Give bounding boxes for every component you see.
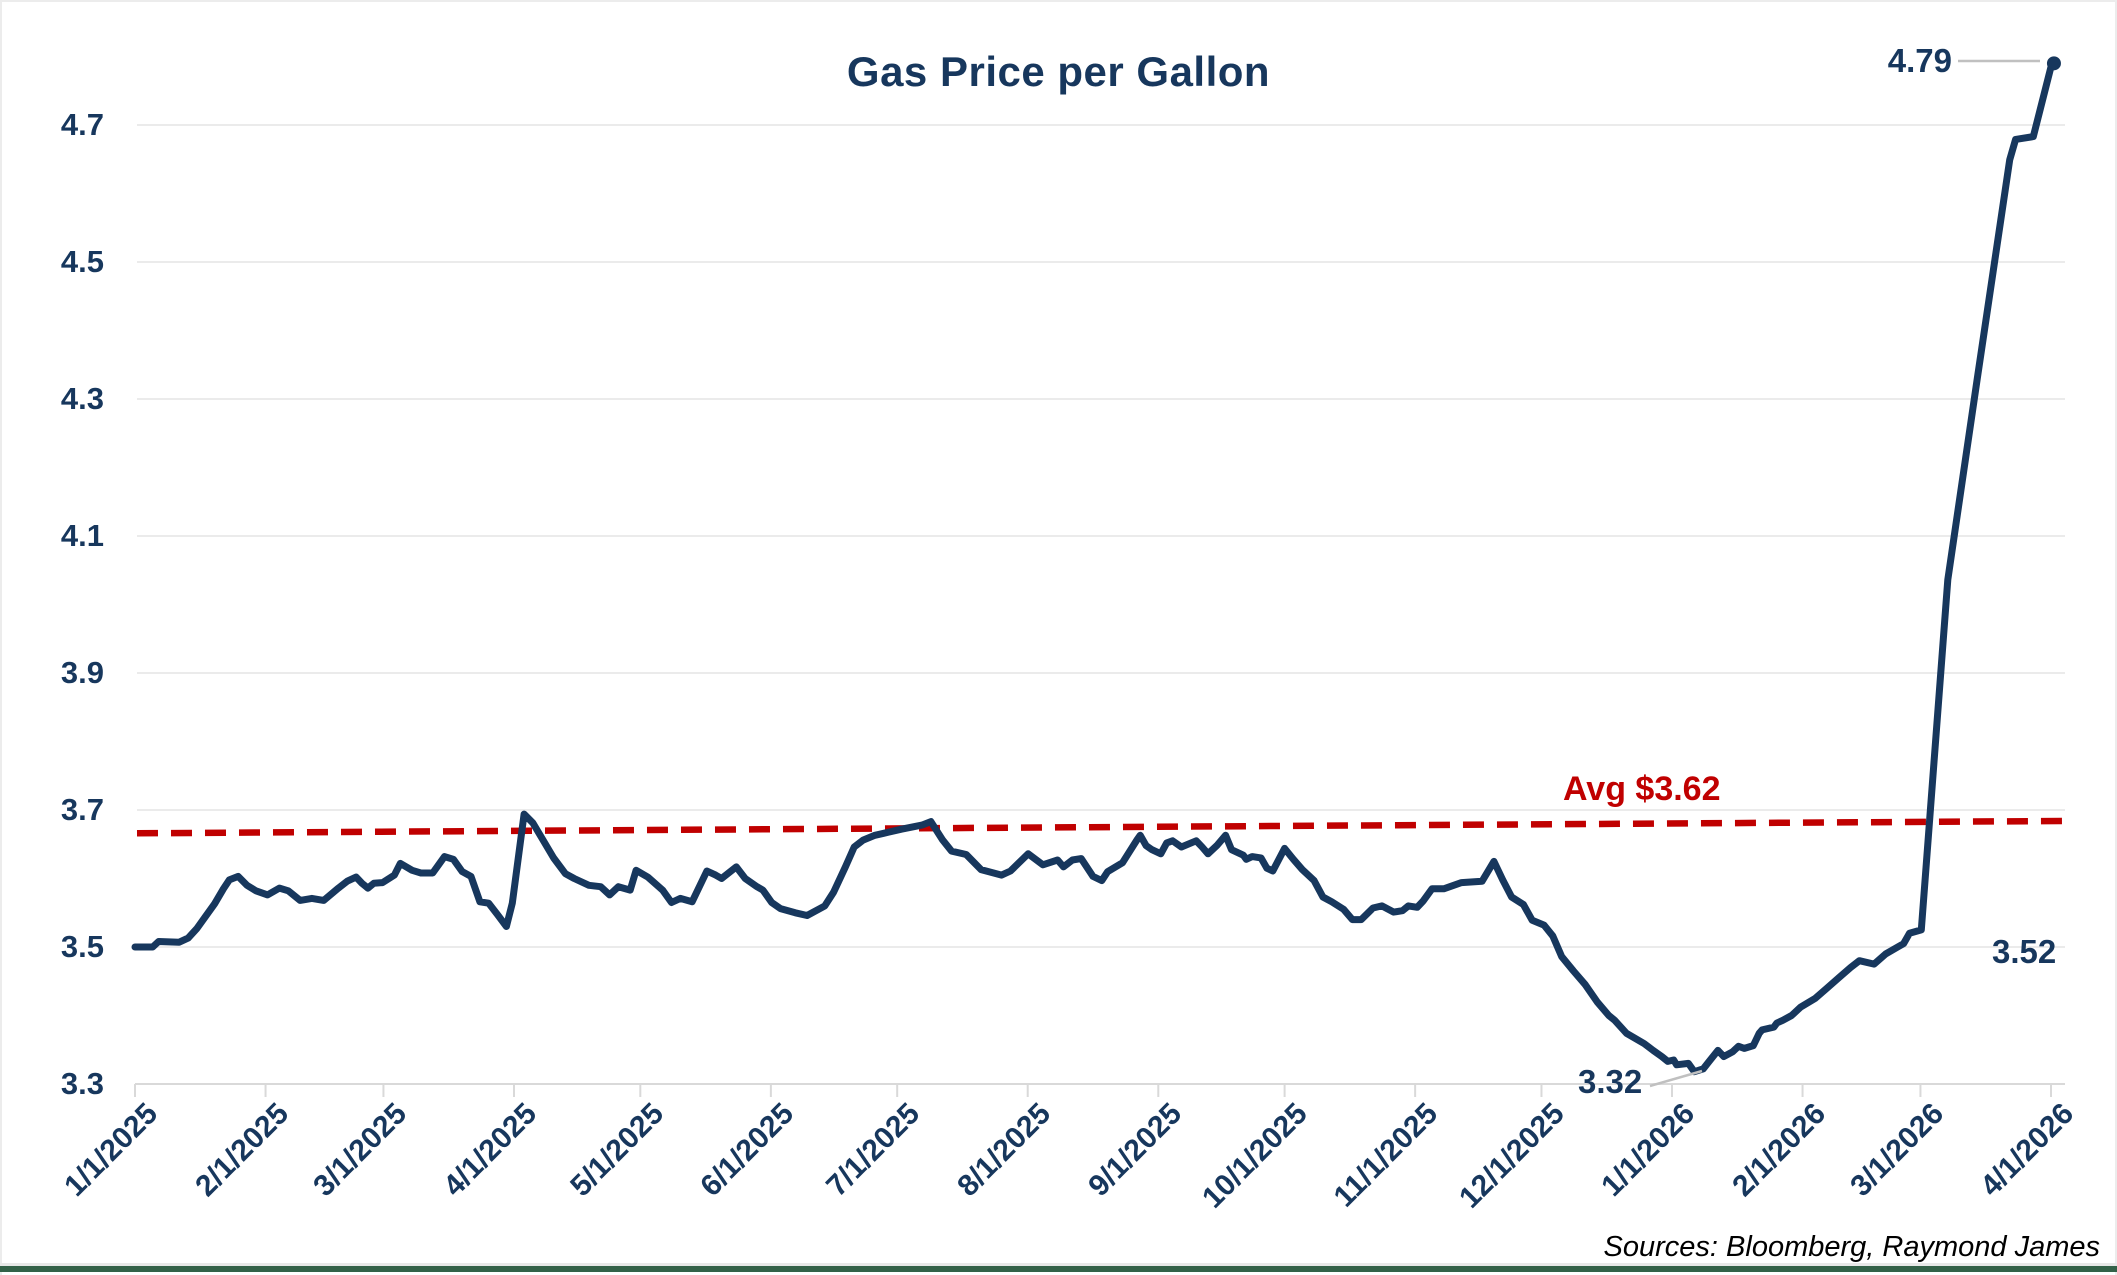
y-axis-label-3.3: 3.3 [60,1066,104,1101]
gas-price-series-polyline [131,59,2058,1076]
y-axis-label-3.5: 3.5 [60,929,104,964]
y-axis-label-3.9: 3.9 [60,655,104,690]
bottom-border-gray [0,1263,2117,1266]
series-endpoint-marker [2046,56,2061,71]
y-axis-label-4.5: 4.5 [60,244,104,279]
price-series-line [131,56,2061,1076]
gridlines [137,124,2065,948]
average-dashed-line [136,817,2066,837]
annotation-leader-lines [1649,59,2040,1088]
annotation-minimum-value: 3.32 [1578,1063,1643,1100]
leader-line-minimum [1649,1069,1703,1088]
y-axis-label-3.7: 3.7 [60,792,104,827]
page-title: Gas Price per Gallon [846,48,1271,95]
bottom-border-green [0,1266,2117,1272]
average-price-dashed-line [136,817,2066,837]
y-axis-label-4.3: 4.3 [60,381,104,416]
source-note: Sources: Bloomberg, Raymond James [1603,1231,2100,1263]
y-axis-label-4.7: 4.7 [60,107,104,142]
average-line-label: Avg $3.62 [1563,770,1721,808]
annotation-peak-value: 4.79 [1887,42,1952,79]
x-axis [134,1083,2065,1097]
annotation-pre-spike-value: 3.52 [1992,933,2057,970]
y-axis-label-4.1: 4.1 [60,518,104,553]
